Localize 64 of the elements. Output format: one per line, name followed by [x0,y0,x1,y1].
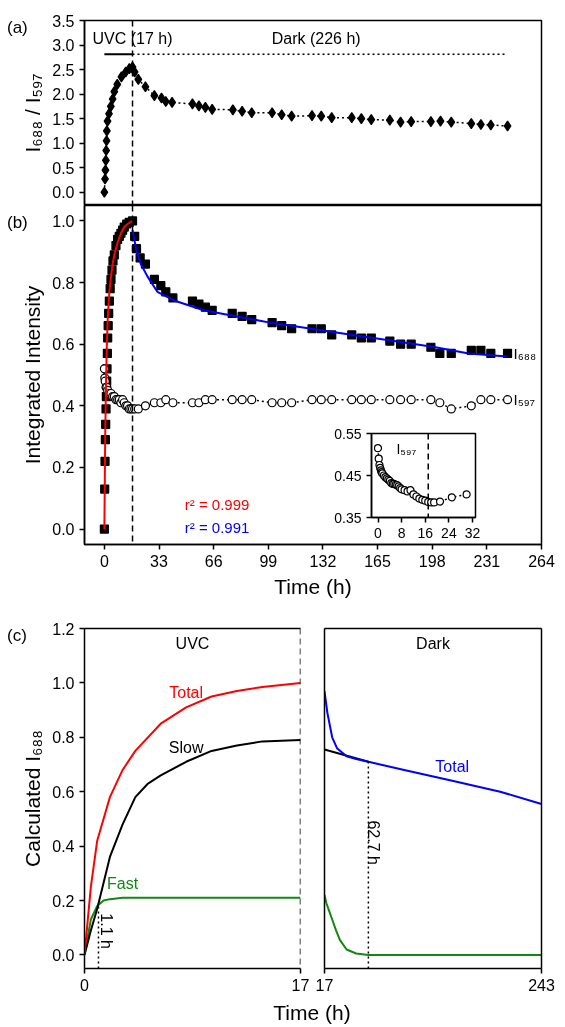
chart-title: (a) [7,17,28,39]
y-axis-title: Calculated I₆₈₈ [21,730,45,867]
chart-title: (c) [7,625,27,647]
x-tick-label: 16 [417,524,434,541]
series-label: Fast [107,874,139,892]
y-tick-label: 0.6 [52,783,75,801]
x-tick-label: 8 [397,524,406,541]
text: (b) [7,212,28,234]
y-tick-label: 0.45 [334,467,362,484]
y-tick-label: 0.6 [52,336,75,354]
x-tick-label: 33 [150,552,169,570]
x-tick-label: 0 [99,552,109,570]
x-tick-label: 99 [259,552,278,570]
y-tick-label: 1.5 [52,110,75,128]
y-tick-label: 0.35 [334,509,362,526]
x-tick-label: 198 [418,552,446,570]
y-tick-label: 0.5 [52,159,75,177]
series-label: I₅₉₇ [513,391,535,409]
y-tick-label: 0.8 [52,729,75,747]
annotation: Dark (226 h) [271,29,361,47]
series-label: Total [435,757,470,775]
x-tick-label: 24 [441,524,457,541]
y-tick-label: 0.2 [52,892,75,910]
y-axis-title: Integrated Intensity [21,285,45,465]
annotation: 1.1 h [97,913,115,949]
annotation: 62.7 h [364,820,382,865]
x-tick-label: 132 [309,552,337,570]
series-label: Slow [168,738,204,756]
y-tick-label: 1.0 [52,135,75,153]
x-axis-title: Time (h) [274,574,352,598]
annotation: I₅₉₇ [396,441,417,458]
x-tick-label: 66 [204,552,223,570]
annotation: Dark [416,635,451,653]
series-label: I₆₈₈ [513,344,537,362]
y-tick-label: 0.2 [52,459,75,477]
x-tick-label: 32 [464,524,481,541]
x-tick-label: 0 [80,976,90,994]
y-tick-label: 3.5 [52,12,75,30]
y-tick-label: 1.0 [52,212,75,230]
y-tick-label: 0.0 [52,946,75,964]
x-axis-title: Time (h) [273,1000,351,1026]
y-tick-label: 1.0 [52,674,75,692]
x-tick-label: 17 [291,976,310,994]
y-tick-label: 1.2 [52,620,75,638]
y-tick-label: 2.0 [52,86,75,104]
series-label: Total [169,684,204,702]
x-tick-label: 17 [315,976,334,994]
y-tick-label: 0.0 [52,184,75,202]
annotation: r² = 0.999 [184,496,250,513]
x-tick-label: 165 [364,552,392,570]
annotation: UVC [175,635,210,653]
y-axis-title: I₆₈₈ / I₅₉₇ [21,73,45,153]
x-tick-label: 243 [528,976,555,994]
annotation: r² = 0.991 [184,519,250,537]
y-tick-label: 3.0 [52,37,75,55]
x-tick-label: 264 [528,552,555,570]
y-tick-label: 0.0 [52,521,75,539]
y-tick-label: 0.8 [52,274,75,292]
y-tick-label: 0.55 [334,425,362,442]
y-tick-label: 0.4 [52,838,75,856]
y-tick-label: 0.4 [52,397,75,415]
x-tick-label: 0 [374,524,383,541]
y-tick-label: 2.5 [52,61,75,79]
x-tick-label: 231 [473,552,501,570]
